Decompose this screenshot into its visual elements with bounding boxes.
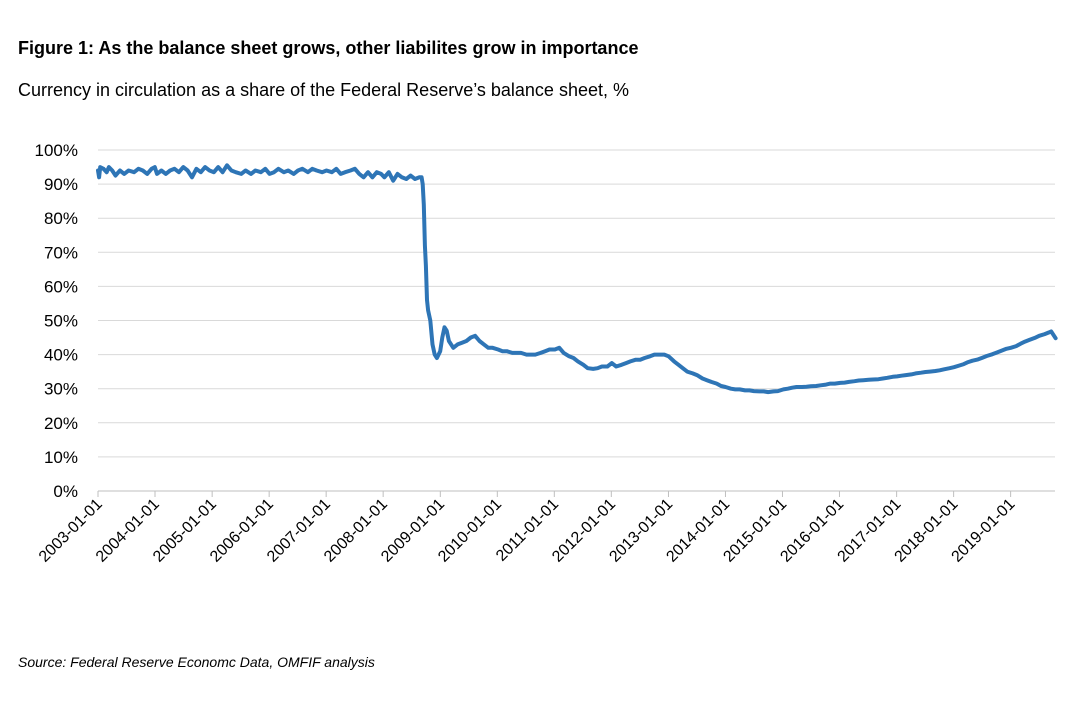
series-line bbox=[96, 163, 1058, 395]
y-tick-label: 30% bbox=[44, 380, 78, 399]
source-note: Source: Federal Reserve Economc Data, OM… bbox=[18, 654, 375, 670]
y-tick-label: 80% bbox=[44, 209, 78, 228]
y-tick-label: 50% bbox=[44, 312, 78, 331]
y-tick-label: 40% bbox=[44, 346, 78, 365]
gridlines bbox=[98, 149, 1055, 458]
y-tick-label: 20% bbox=[44, 414, 78, 433]
y-tick-label: 100% bbox=[35, 141, 78, 160]
x-axis: 2003-01-012004-01-012005-01-012006-01-01… bbox=[36, 490, 1055, 566]
y-tick-label: 60% bbox=[44, 277, 78, 296]
y-tick-label: 10% bbox=[44, 448, 78, 467]
series-layer bbox=[96, 163, 1058, 395]
y-axis-ticks: 0% 10% 20% 30% 40% 50% 60% 70% 80% 90% 100% bbox=[35, 141, 78, 501]
line-chart: 0% 10% 20% 30% 40% 50% 60% 70% 80% 90% 100% 2003-0… bbox=[35, 141, 1058, 566]
chart-subtitle: Currency in circulation as a share of th… bbox=[18, 80, 629, 100]
y-tick-label: 90% bbox=[44, 175, 78, 194]
y-tick-label: 0% bbox=[53, 482, 78, 501]
y-tick-label: 70% bbox=[44, 243, 78, 262]
chart-title: Figure 1: As the balance sheet grows, ot… bbox=[18, 38, 639, 58]
